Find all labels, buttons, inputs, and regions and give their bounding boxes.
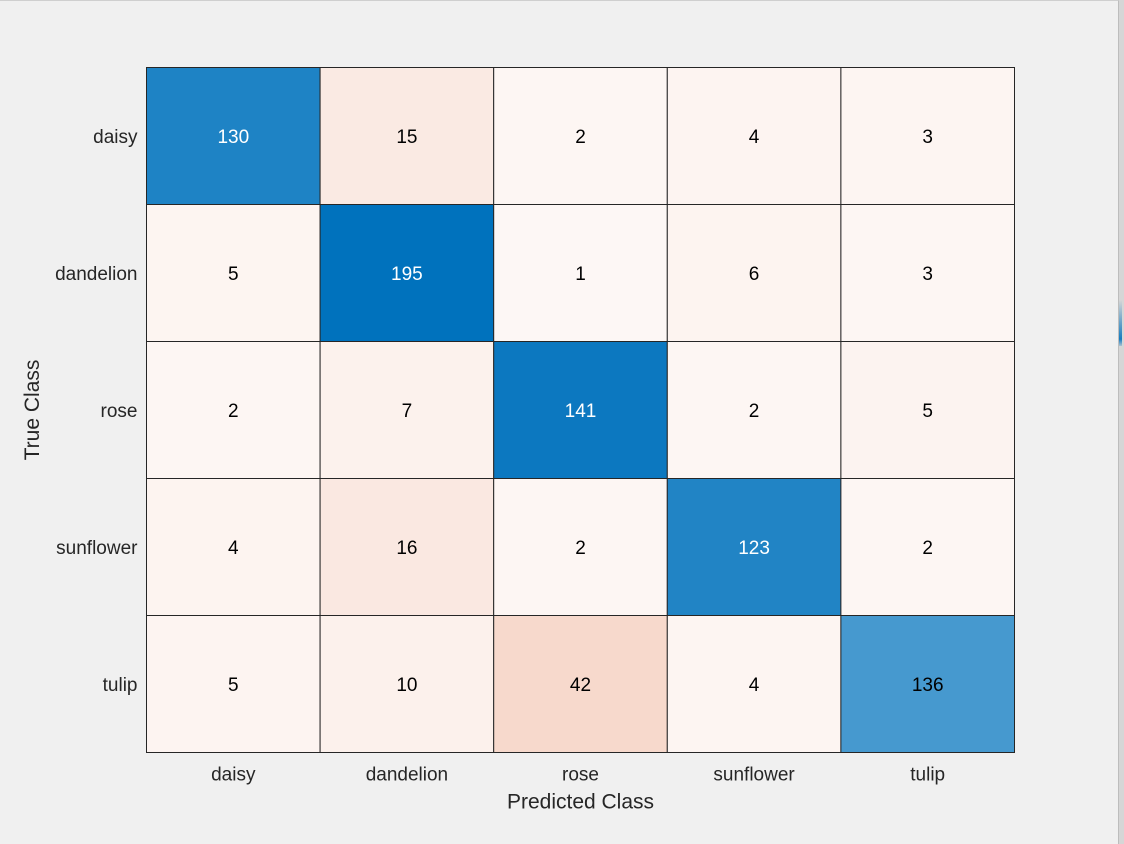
matrix-cell-sunflower-rose <box>493 478 668 616</box>
cell-value-sunflower-rose: 2 <box>575 538 586 559</box>
matrix-cell-tulip-tulip <box>840 615 1016 753</box>
y-tick-label-dandelion: dandelion <box>55 264 137 285</box>
matrix-cell-rose-daisy <box>146 341 321 479</box>
matrix-cell-dandelion-daisy <box>146 204 321 342</box>
cell-value-tulip-tulip: 136 <box>912 675 944 696</box>
y-tick-label-daisy: daisy <box>93 127 138 148</box>
cell-value-dandelion-daisy: 5 <box>228 264 239 285</box>
matrix-cell-dandelion-sunflower <box>666 204 842 342</box>
matrix-cell-rose-dandelion <box>319 341 495 479</box>
x-tick-label-rose: rose <box>562 765 599 786</box>
matrix-cell-daisy-daisy <box>146 67 321 205</box>
matrix-cell-tulip-rose <box>493 615 668 753</box>
x-tick-label-sunflower: sunflower <box>713 765 795 786</box>
cell-value-dandelion-dandelion: 195 <box>391 264 423 285</box>
cell-value-daisy-dandelion: 15 <box>396 127 417 148</box>
cell-value-dandelion-tulip: 3 <box>922 264 933 285</box>
matrix-cell-daisy-rose <box>493 67 668 205</box>
cell-value-dandelion-sunflower: 6 <box>749 264 760 285</box>
matrix-cell-dandelion-dandelion <box>319 204 495 342</box>
matrix-cell-sunflower-tulip <box>840 478 1016 616</box>
y-tick-label-sunflower: sunflower <box>56 538 138 559</box>
matrix-cell-sunflower-sunflower <box>666 478 842 616</box>
cell-value-tulip-dandelion: 10 <box>396 675 417 696</box>
cell-value-rose-tulip: 5 <box>922 401 933 422</box>
cell-value-daisy-daisy: 130 <box>217 127 249 148</box>
x-axis-label: Predicted Class <box>507 791 654 814</box>
cell-value-daisy-rose: 2 <box>575 127 586 148</box>
cell-value-rose-rose: 141 <box>565 401 597 422</box>
x-tick-label-dandelion: dandelion <box>366 765 448 786</box>
matrix-cell-sunflower-dandelion <box>319 478 495 616</box>
background-window-edge <box>1119 300 1122 346</box>
matrix-cells <box>146 67 1016 753</box>
matrix-cell-values: 130 15 2 4 35 195 1 6 32 7 141 2 54 16 2 123 25 10 42 4 136 <box>217 127 943 696</box>
matrix-cell-rose-sunflower <box>666 341 842 479</box>
y-axis-label: True Class <box>21 360 44 461</box>
cell-value-rose-dandelion: 7 <box>402 401 413 422</box>
x-tick-label-tulip: tulip <box>910 765 945 786</box>
cell-value-tulip-sunflower: 4 <box>749 675 760 696</box>
matrix-cell-daisy-tulip <box>840 67 1016 205</box>
matrix-cell-dandelion-tulip <box>840 204 1016 342</box>
matrix-cell-tulip-dandelion <box>319 615 495 753</box>
cell-value-rose-sunflower: 2 <box>749 401 760 422</box>
cell-value-sunflower-dandelion: 16 <box>396 538 417 559</box>
axis-tick-labels: daisy dandelion rose sunflower tulip daisy dan… <box>55 127 945 786</box>
x-tick-label-daisy: daisy <box>211 765 256 786</box>
cell-value-daisy-sunflower: 4 <box>749 127 760 148</box>
cell-value-sunflower-daisy: 4 <box>228 538 239 559</box>
matrix-cell-sunflower-daisy <box>146 478 321 616</box>
cell-value-rose-daisy: 2 <box>228 401 239 422</box>
cell-value-sunflower-sunflower: 123 <box>738 538 770 559</box>
matrix-cell-daisy-sunflower <box>666 67 842 205</box>
matrix-cell-tulip-sunflower <box>666 615 842 753</box>
y-tick-label-rose: rose <box>101 401 138 422</box>
matrix-cell-rose-tulip <box>840 341 1016 479</box>
cell-value-dandelion-rose: 1 <box>575 264 586 285</box>
cell-value-tulip-daisy: 5 <box>228 675 239 696</box>
cell-value-daisy-tulip: 3 <box>922 127 933 148</box>
matrix-cell-tulip-daisy <box>146 615 321 753</box>
cell-value-sunflower-tulip: 2 <box>922 538 933 559</box>
y-tick-label-tulip: tulip <box>103 675 138 696</box>
cell-value-tulip-rose: 42 <box>570 675 591 696</box>
